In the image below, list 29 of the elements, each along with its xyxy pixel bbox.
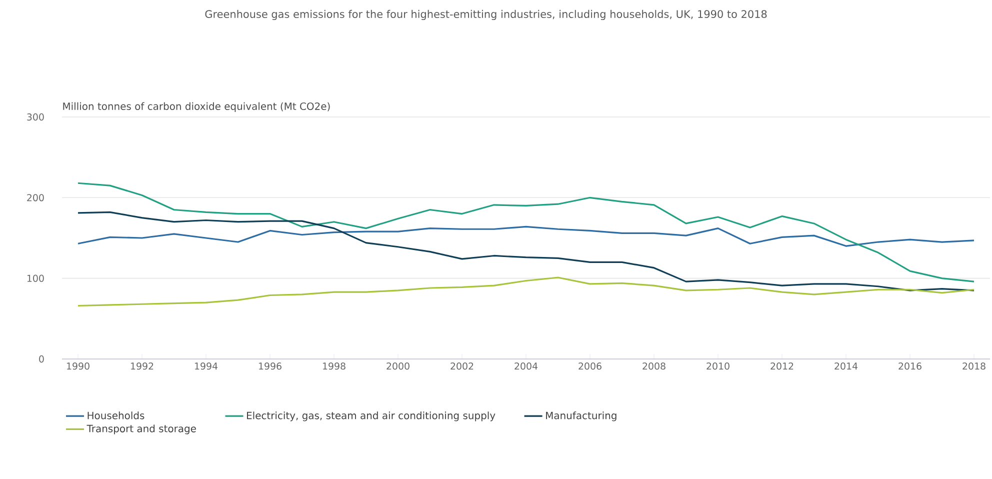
x-tick-label: 1994	[195, 362, 218, 370]
y-tick-label: 300	[27, 113, 44, 121]
y-tick-label: 100	[27, 274, 44, 282]
x-tick-label: 1998	[323, 362, 346, 370]
line-series	[77, 226, 975, 247]
y-tick-label: 0	[39, 355, 44, 363]
x-tick-label: 2016	[898, 362, 922, 370]
chart-title: Greenhouse gas emissions for the four highest-emitting industries, including households, UK, 1990 to 2018	[205, 10, 767, 20]
y-axis-title: Million tonnes of carbon dioxide equivalent (Mt CO2e)	[63, 102, 330, 112]
x-tick-label: 2002	[450, 362, 474, 370]
x-tick-label: 2014	[834, 362, 858, 370]
legend-label: Transport and storage	[86, 424, 196, 434]
x-tick-label: 2006	[578, 362, 602, 370]
x-tick-label: 1990	[67, 362, 90, 370]
x-tick-label: 2010	[706, 362, 730, 370]
x-tick-label: 1992	[131, 362, 154, 370]
line-series	[77, 182, 975, 282]
x-tick-label: 2004	[514, 362, 538, 370]
legend-label: Electricity, gas, steam and air conditioning supply	[247, 412, 496, 422]
y-tick-label: 200	[27, 194, 44, 202]
x-tick-label: 2008	[642, 362, 666, 370]
x-tick-label: 2018	[962, 362, 986, 370]
line-series	[77, 211, 975, 292]
x-tick-label: 2012	[770, 362, 794, 370]
x-tick-label: 1996	[259, 362, 282, 370]
x-tick-label: 2000	[386, 362, 410, 370]
legend-label: Households	[88, 412, 144, 420]
legend-label: Manufacturing	[546, 412, 616, 422]
line-series	[77, 276, 975, 307]
